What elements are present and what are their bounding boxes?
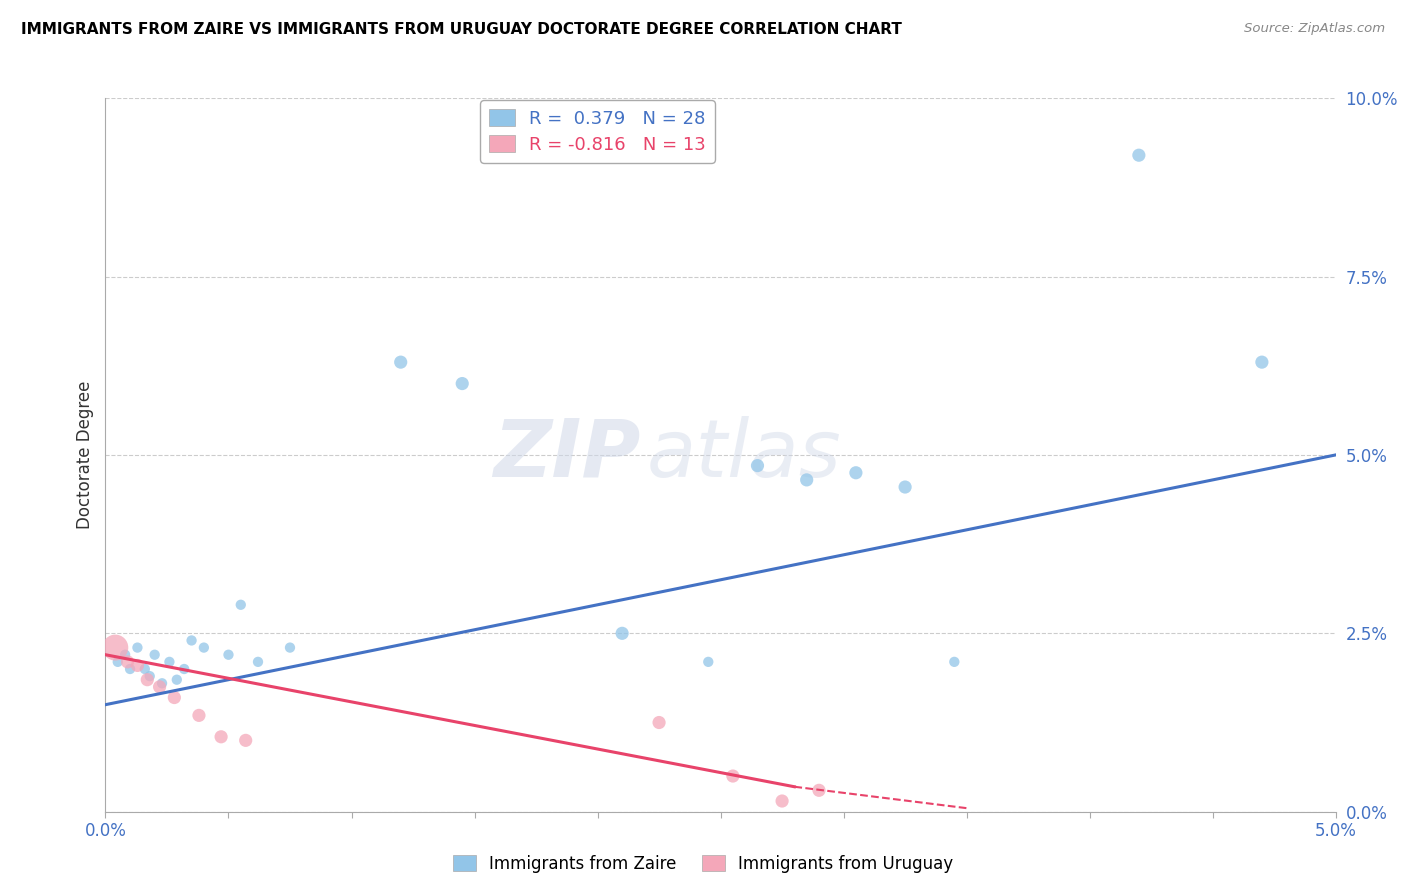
Point [166,673,188,687]
Point [845,466,868,480]
Text: ZIP: ZIP [494,416,641,494]
Point [747,458,769,473]
Point [796,473,818,487]
Y-axis label: Doctorate Degree: Doctorate Degree [76,381,94,529]
Point [209,730,232,744]
Point [247,655,270,669]
Point [721,769,744,783]
Point [943,655,966,669]
Point [104,640,127,655]
Point [229,598,252,612]
Point [770,794,793,808]
Point [697,655,720,669]
Point [127,658,149,673]
Point [173,662,195,676]
Point [180,633,202,648]
Point [149,680,172,694]
Point [807,783,830,797]
Point [117,655,139,669]
Point [193,640,215,655]
Point [278,640,301,655]
Text: IMMIGRANTS FROM ZAIRE VS IMMIGRANTS FROM URUGUAY DOCTORATE DEGREE CORRELATION CH: IMMIGRANTS FROM ZAIRE VS IMMIGRANTS FROM… [21,22,903,37]
Point [107,655,129,669]
Point [389,355,412,369]
Point [648,715,671,730]
Legend: R =  0.379   N = 28, R = -0.816   N = 13: R = 0.379 N = 28, R = -0.816 N = 13 [481,100,714,163]
Point [188,708,211,723]
Point [235,733,257,747]
Point [138,669,162,683]
Point [1128,148,1150,162]
Text: Source: ZipAtlas.com: Source: ZipAtlas.com [1244,22,1385,36]
Point [612,626,634,640]
Point [143,648,166,662]
Point [127,640,149,655]
Point [134,662,156,676]
Point [136,673,159,687]
Point [163,690,186,705]
Point [159,655,180,669]
Point [150,676,173,690]
Point [1251,355,1274,369]
Legend: Immigrants from Zaire, Immigrants from Uruguay: Immigrants from Zaire, Immigrants from U… [446,848,960,880]
Point [114,648,136,662]
Point [451,376,474,391]
Point [218,648,240,662]
Text: atlas: atlas [647,416,842,494]
Point [120,662,141,676]
Point [894,480,917,494]
